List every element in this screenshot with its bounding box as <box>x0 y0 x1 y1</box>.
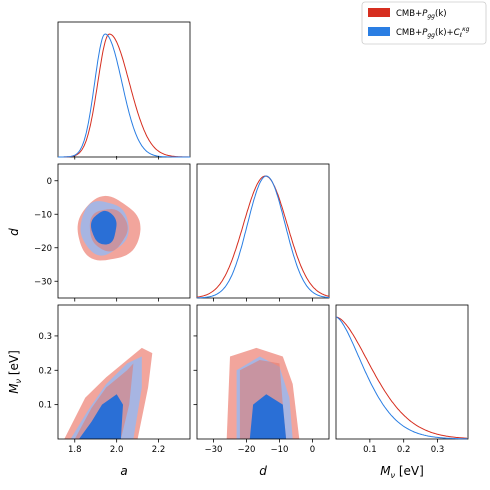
panel-a-mnu <box>57 304 191 440</box>
legend-label-cmb-pgg: CMB+Pgg(k) <box>396 9 447 20</box>
panel-frame <box>196 163 330 299</box>
pdf-curves-a <box>58 33 190 158</box>
legend: CMB+Pgg(k) CMB+Pgg(k)+Cℓκg <box>361 1 487 45</box>
contours-a-d <box>77 195 141 261</box>
contour_a_Mnu-inner-3 <box>79 394 123 439</box>
contour-a-d-inner-3 <box>91 210 117 245</box>
ytick-label-d: −10 <box>34 210 52 220</box>
xtick-label-d: −30 <box>205 445 223 455</box>
panel-frame <box>57 21 191 158</box>
ylabel-mnu: Mν [eV] <box>7 350 23 394</box>
legend-swatch-cmb-pgg-ckg <box>368 27 390 36</box>
pdf-curves-d <box>196 175 330 299</box>
xtick-label-d: 0 <box>310 445 315 455</box>
panel-a-d <box>57 163 191 299</box>
xlabel-mnu: Mν [eV] <box>380 464 424 480</box>
xlabel-a: a <box>120 464 127 478</box>
legend-swatch-cmb-pgg <box>368 8 390 17</box>
xtick-label-a: 2.0 <box>110 445 124 455</box>
panel-frame <box>57 163 191 299</box>
panel-frame <box>196 304 330 440</box>
xtick-label-d: −10 <box>271 445 289 455</box>
pdf-a-series-1 <box>58 33 190 158</box>
panel-mnu-pdf <box>335 304 469 440</box>
pdf-curves-mnu <box>335 316 468 440</box>
xtick-label-M_nu: 0.3 <box>431 445 445 455</box>
pdf-a-series-0 <box>58 33 190 158</box>
axis-ticks: 1.8 2.0 2.2 −30 −20 −10 0 0.1 0.2 0.3 −30 −20 −10 0 0.… <box>34 156 444 455</box>
panel-d-pdf <box>196 163 330 299</box>
ytick-label-d: −30 <box>34 277 52 287</box>
panel-frame <box>335 304 469 440</box>
pdf-mnu-series-0 <box>335 316 468 439</box>
panel-d-mnu <box>196 304 330 440</box>
xlabel-d: d <box>259 464 267 478</box>
ylabel-mnu-text: Mν [eV] <box>7 350 23 394</box>
ytick-label-M_nu: 0.3 <box>38 332 52 342</box>
ytick-label-M_nu: 0.1 <box>38 401 52 411</box>
ylabel-d: d <box>7 228 21 236</box>
pdf-d-series-0 <box>196 175 330 298</box>
contour_d_Mnu-inner-3 <box>249 394 287 439</box>
panel-frame <box>57 304 191 440</box>
legend-label-cmb-pgg-ckg: CMB+Pgg(k)+Cℓκg <box>396 26 470 39</box>
legend-frame <box>361 1 487 45</box>
contours-d-mnu <box>226 347 300 439</box>
xtick-label-M_nu: 0.2 <box>397 445 411 455</box>
ytick-label-d: 0 <box>47 177 52 187</box>
xtick-label-d: −20 <box>238 445 256 455</box>
contours-a-mnu <box>64 347 153 439</box>
xtick-label-a: 1.8 <box>68 445 82 455</box>
xtick-label-M_nu: 0.1 <box>363 445 377 455</box>
pdf-d-series-1 <box>196 175 329 299</box>
ytick-label-M_nu: 0.2 <box>38 366 52 376</box>
xtick-label-a: 2.2 <box>152 445 166 455</box>
ytick-label-d: −20 <box>34 244 52 254</box>
pdf-mnu-series-1 <box>335 316 467 440</box>
panel-a-pdf <box>57 21 191 158</box>
